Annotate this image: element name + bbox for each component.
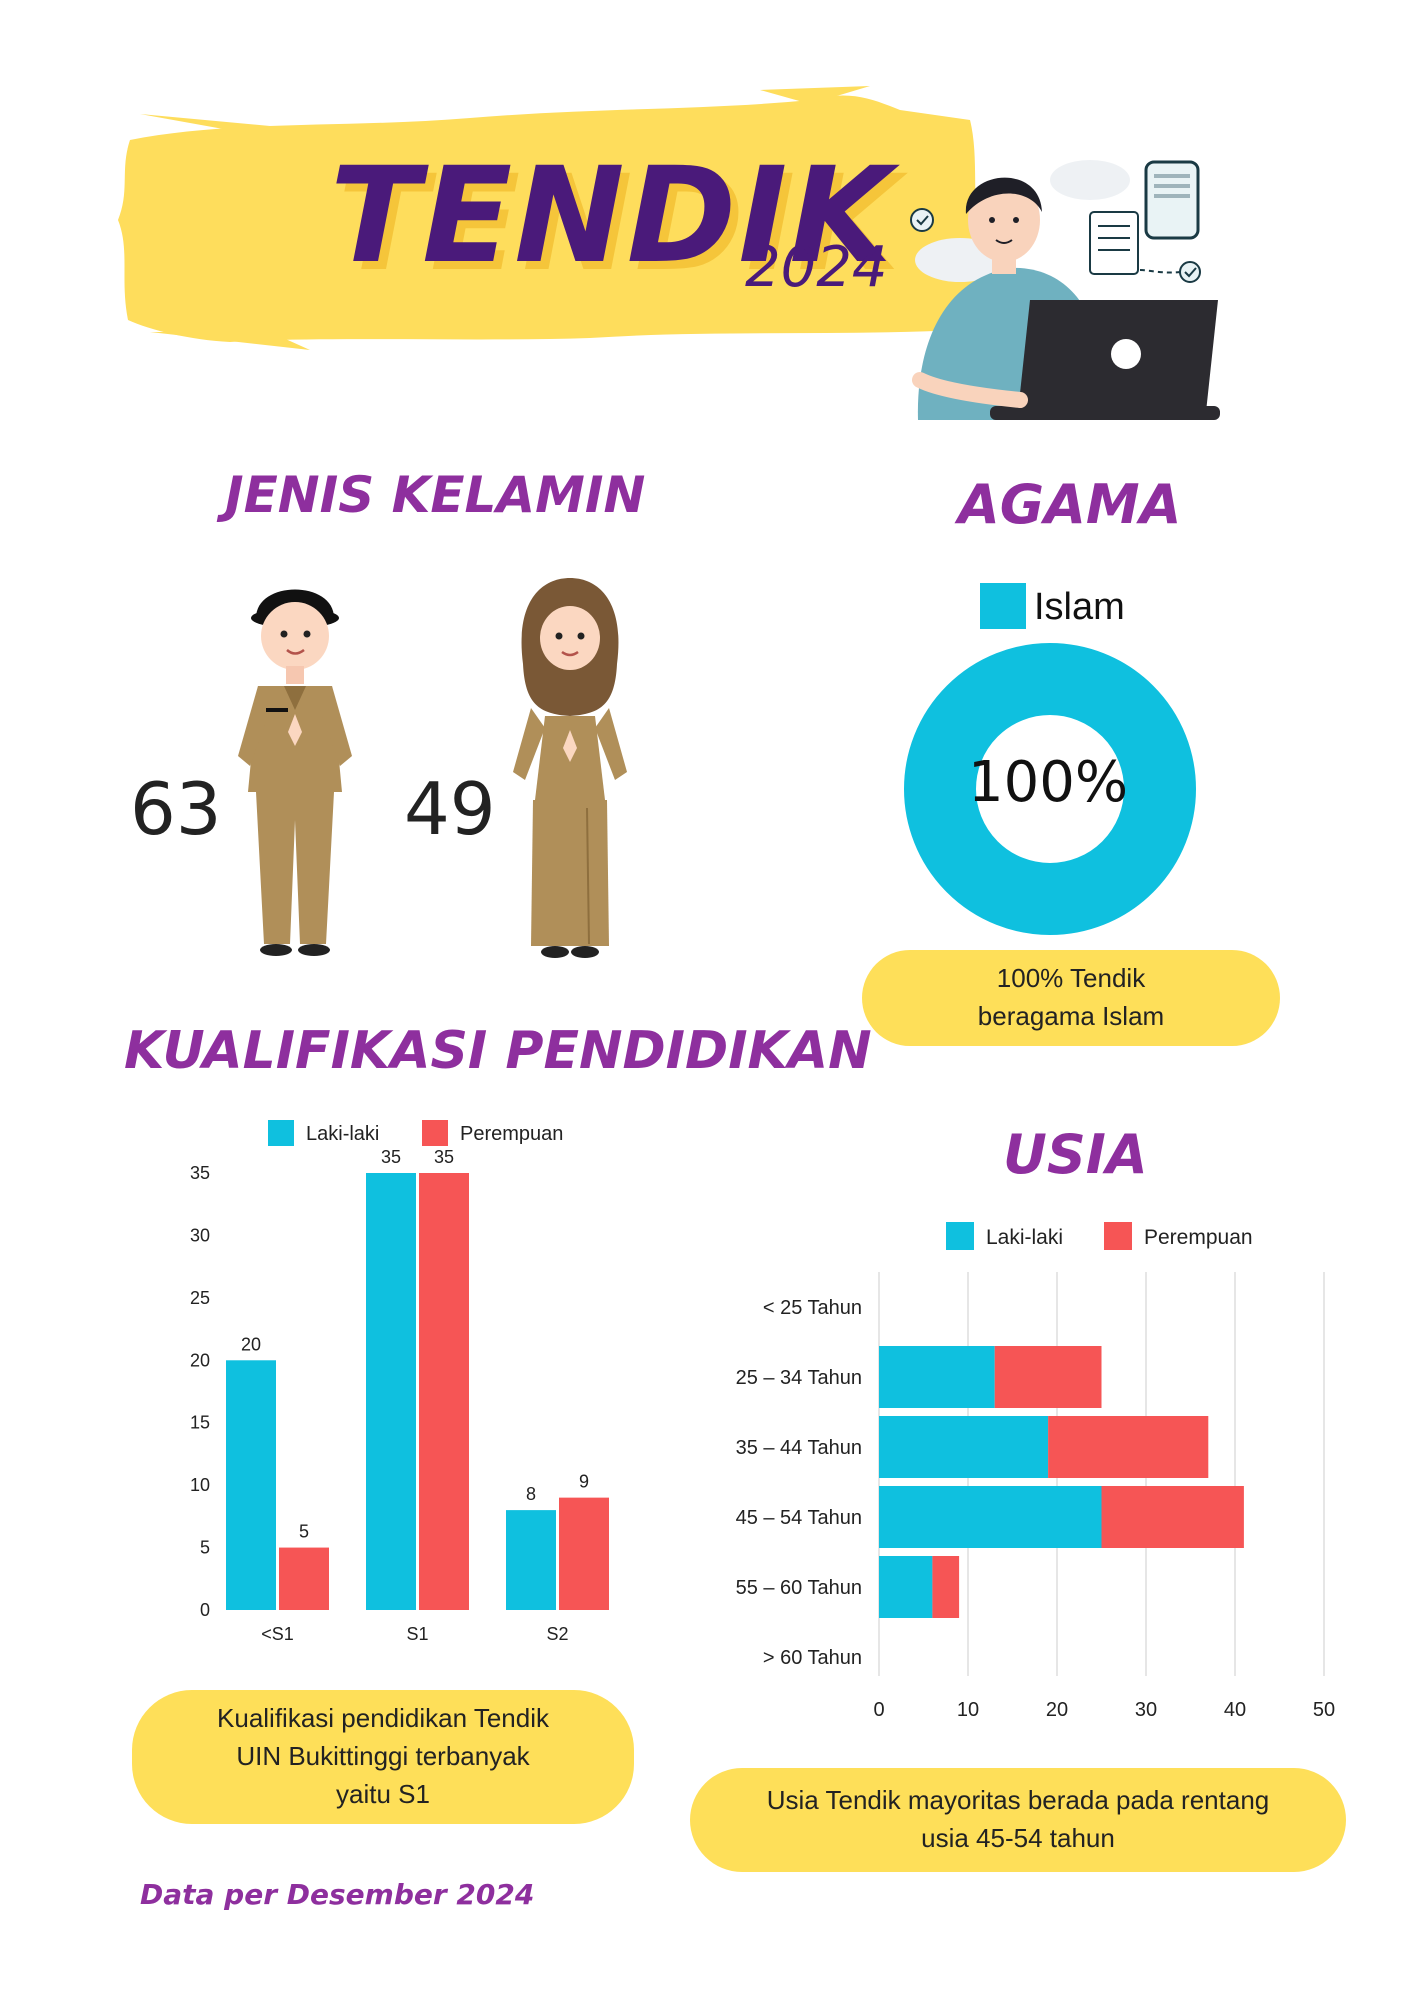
age-bar-laki-laki xyxy=(879,1346,995,1408)
age-xtick-label: 30 xyxy=(1135,1699,1157,1721)
legend-label-islam: Islam xyxy=(1034,586,1125,628)
age-xtick-label: 40 xyxy=(1224,1699,1246,1721)
edu-bar-data-label: 35 xyxy=(381,1147,401,1167)
age-xtick-label: 0 xyxy=(873,1699,884,1721)
edu-legend-label-perempuan: Perempuan xyxy=(460,1123,563,1145)
age-xtick-label: 50 xyxy=(1313,1699,1335,1721)
edu-bar-data-label: 5 xyxy=(299,1522,309,1542)
legend-swatch-islam xyxy=(980,583,1026,629)
edu-legend-swatch-perempuan xyxy=(422,1120,448,1146)
edu-bar-data-label: 20 xyxy=(241,1334,261,1354)
edu-bar-perempuan-<S1 xyxy=(279,1547,329,1610)
edu-ytick-label: 35 xyxy=(190,1163,210,1183)
person-laptop-illustration xyxy=(910,160,1220,420)
page-year: 2024 xyxy=(745,235,888,300)
education-summary-note: Kualifikasi pendidikan Tendik UIN Bukitt… xyxy=(132,1690,634,1824)
age-xtick-label: 20 xyxy=(1046,1699,1068,1721)
edu-ytick-label: 0 xyxy=(200,1600,210,1620)
edu-bar-data-label: 35 xyxy=(434,1147,454,1167)
male-count: 63 xyxy=(130,767,222,851)
female-count: 49 xyxy=(404,767,496,851)
edu-legend-swatch-laki-laki xyxy=(268,1120,294,1146)
donut-slice-islam xyxy=(904,643,1196,935)
religion-donut-chart xyxy=(904,643,1196,935)
age-note-line1: Usia Tendik mayoritas berada pada rentan… xyxy=(766,1785,1270,1816)
edu-xtick-label: S1 xyxy=(406,1624,428,1644)
male-figure-illustration xyxy=(238,589,352,956)
edu-ytick-label: 30 xyxy=(190,1225,210,1245)
age-category-label: < 25 Tahun xyxy=(763,1297,862,1319)
religion-note-line2: beragama Islam xyxy=(977,1001,1165,1031)
age-section-title: USIA xyxy=(1003,1123,1148,1186)
edu-bar-perempuan-S2 xyxy=(559,1497,609,1610)
age-bar-perempuan xyxy=(1048,1416,1209,1478)
edu-ytick-label: 5 xyxy=(200,1538,210,1558)
age-bar-perempuan xyxy=(1101,1486,1244,1548)
age-summary-note: Usia Tendik mayoritas berada pada rentan… xyxy=(690,1768,1346,1872)
gender-section-title: JENIS KELAMIN xyxy=(225,466,646,524)
edu-ytick-label: 15 xyxy=(190,1413,210,1433)
edu-ytick-label: 20 xyxy=(190,1350,210,1370)
age-category-label: 45 – 54 Tahun xyxy=(736,1507,862,1529)
edu-bar-laki-laki-S2 xyxy=(506,1510,556,1610)
age-xtick-label: 10 xyxy=(957,1699,979,1721)
education-note-line3: yaitu S1 xyxy=(336,1778,430,1809)
page-title: TENDIK xyxy=(330,139,894,293)
age-legend-label-laki-laki: Laki-laki xyxy=(986,1226,1063,1249)
edu-ytick-label: 25 xyxy=(190,1288,210,1308)
edu-ytick-label: 10 xyxy=(190,1475,210,1495)
header-brush-background xyxy=(118,86,982,350)
female-figure-illustration xyxy=(513,578,627,958)
religion-note-line1: 100% Tendik xyxy=(996,963,1146,994)
age-bar-laki-laki xyxy=(879,1556,933,1618)
age-bar-perempuan xyxy=(994,1346,1102,1408)
edu-legend-label-laki-laki: Laki-laki xyxy=(306,1123,379,1145)
edu-xtick-label: S2 xyxy=(546,1624,568,1644)
age-legend-label-perempuan: Perempuan xyxy=(1144,1226,1253,1249)
edu-bar-laki-laki-S1 xyxy=(366,1173,416,1610)
age-category-label: > 60 Tahun xyxy=(763,1647,862,1669)
edu-bar-perempuan-S1 xyxy=(419,1173,469,1610)
education-section-title: KUALIFIKASI PENDIDIKAN xyxy=(124,1021,872,1081)
edu-bar-laki-laki-<S1 xyxy=(226,1360,276,1610)
footer-note: Data per Desember 2024 xyxy=(140,1878,535,1911)
edu-xtick-label: <S1 xyxy=(261,1624,294,1644)
age-category-label: 25 – 34 Tahun xyxy=(736,1367,862,1389)
age-bar-laki-laki xyxy=(879,1416,1049,1478)
age-legend-swatch-laki-laki xyxy=(946,1222,974,1250)
donut-center-label: 100% xyxy=(967,750,1129,815)
education-note-line2: UIN Bukittinggi terbanyak xyxy=(236,1741,530,1772)
age-note-line2: usia 45-54 tahun xyxy=(921,1823,1115,1853)
age-category-label: 55 – 60 Tahun xyxy=(736,1577,862,1599)
religion-summary-note: 100% Tendik beragama Islam xyxy=(862,950,1280,1046)
age-bar-laki-laki xyxy=(879,1486,1102,1548)
education-note-line1: Kualifikasi pendidikan Tendik xyxy=(217,1703,549,1734)
age-category-label: 35 – 44 Tahun xyxy=(736,1437,862,1459)
religion-section-title: AGAMA xyxy=(958,473,1182,536)
age-bar-perempuan xyxy=(932,1556,960,1618)
edu-bar-data-label: 9 xyxy=(579,1472,589,1492)
edu-bar-data-label: 8 xyxy=(526,1484,536,1504)
age-legend-swatch-perempuan xyxy=(1104,1222,1132,1250)
